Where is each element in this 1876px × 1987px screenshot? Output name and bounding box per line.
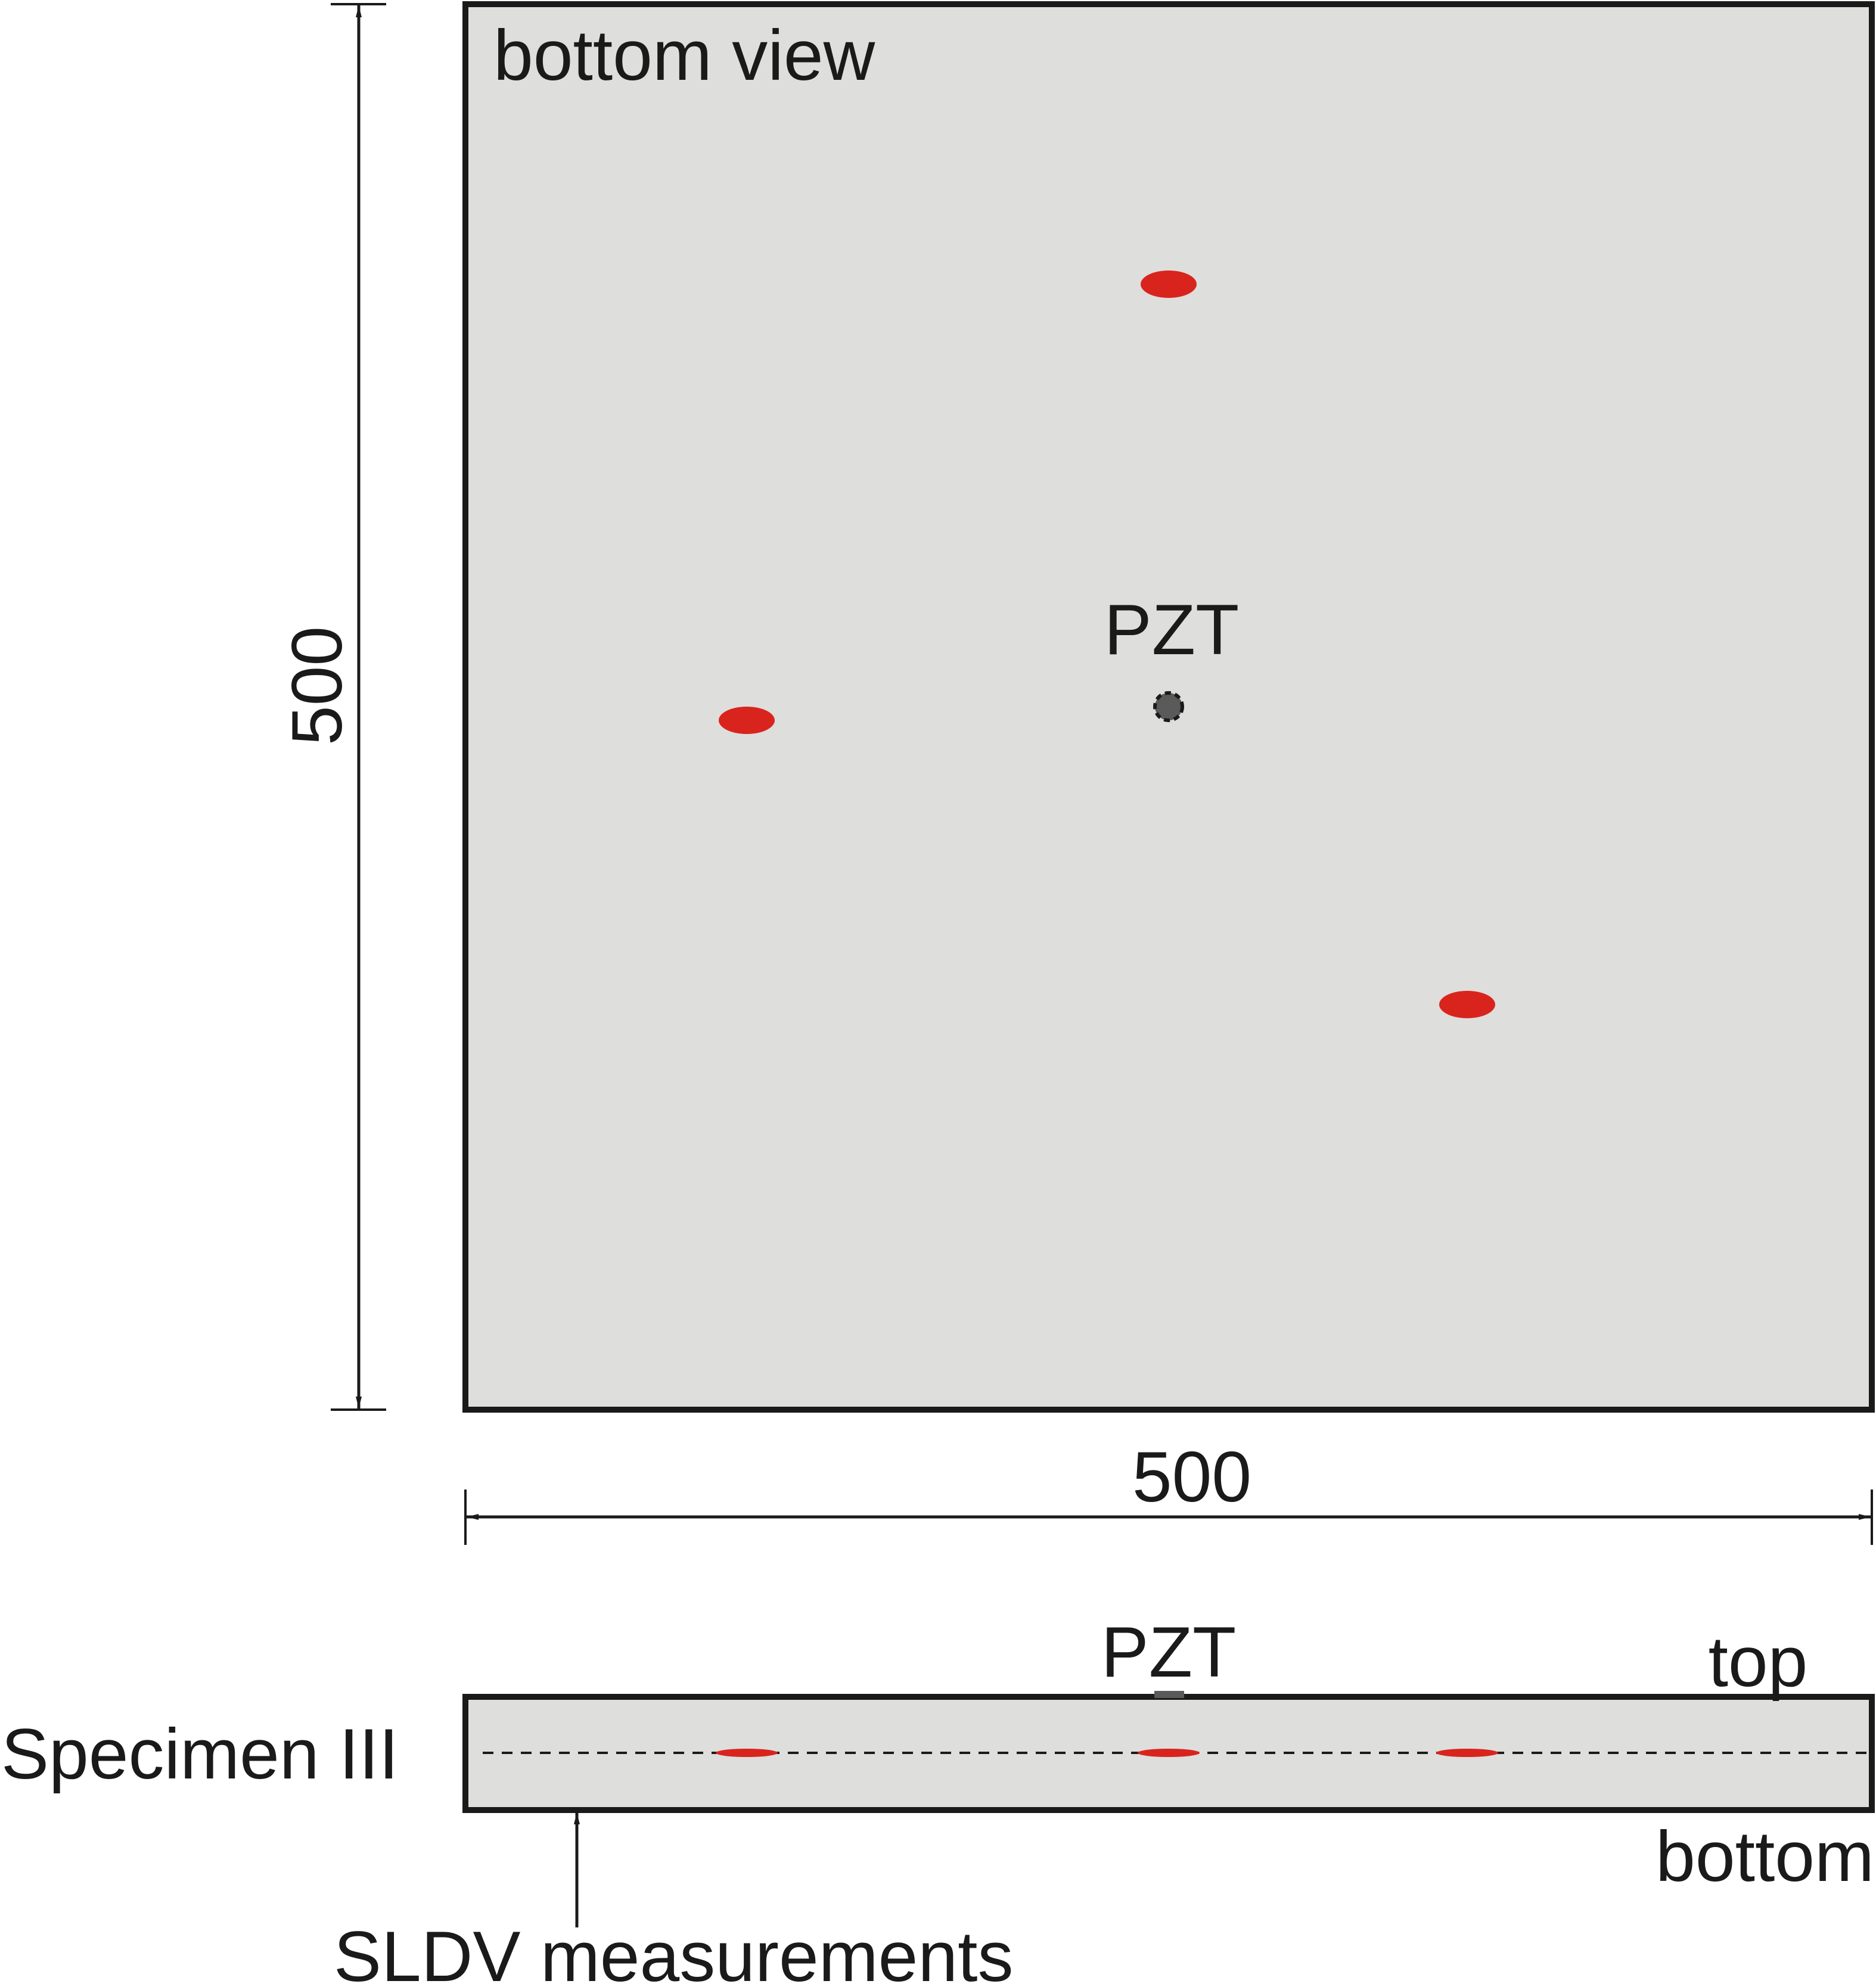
bottom-surface-label: bottom xyxy=(1656,1817,1874,1896)
delamination-marker xyxy=(1141,270,1197,298)
delamination-side-marker xyxy=(1138,1749,1200,1757)
sldv-label: SLDV measurements xyxy=(334,1917,1013,1987)
bottom-view-label: bottom view xyxy=(493,15,875,95)
height-dimension-label: 500 xyxy=(277,626,357,745)
delamination-marker xyxy=(719,707,775,734)
pzt-label-side-view: PZT xyxy=(1101,1612,1237,1692)
top-surface-label: top xyxy=(1709,1622,1808,1702)
width-dimension-label: 500 xyxy=(1132,1437,1251,1517)
pzt-marker xyxy=(1153,691,1184,722)
pzt-label-top-view: PZT xyxy=(1104,590,1240,670)
delamination-side-marker xyxy=(1436,1749,1498,1757)
pzt-side-marker xyxy=(1154,1691,1184,1698)
delamination-side-marker xyxy=(716,1749,778,1757)
specimen-label: Specimen III xyxy=(1,1714,399,1794)
delamination-marker xyxy=(1439,991,1495,1018)
